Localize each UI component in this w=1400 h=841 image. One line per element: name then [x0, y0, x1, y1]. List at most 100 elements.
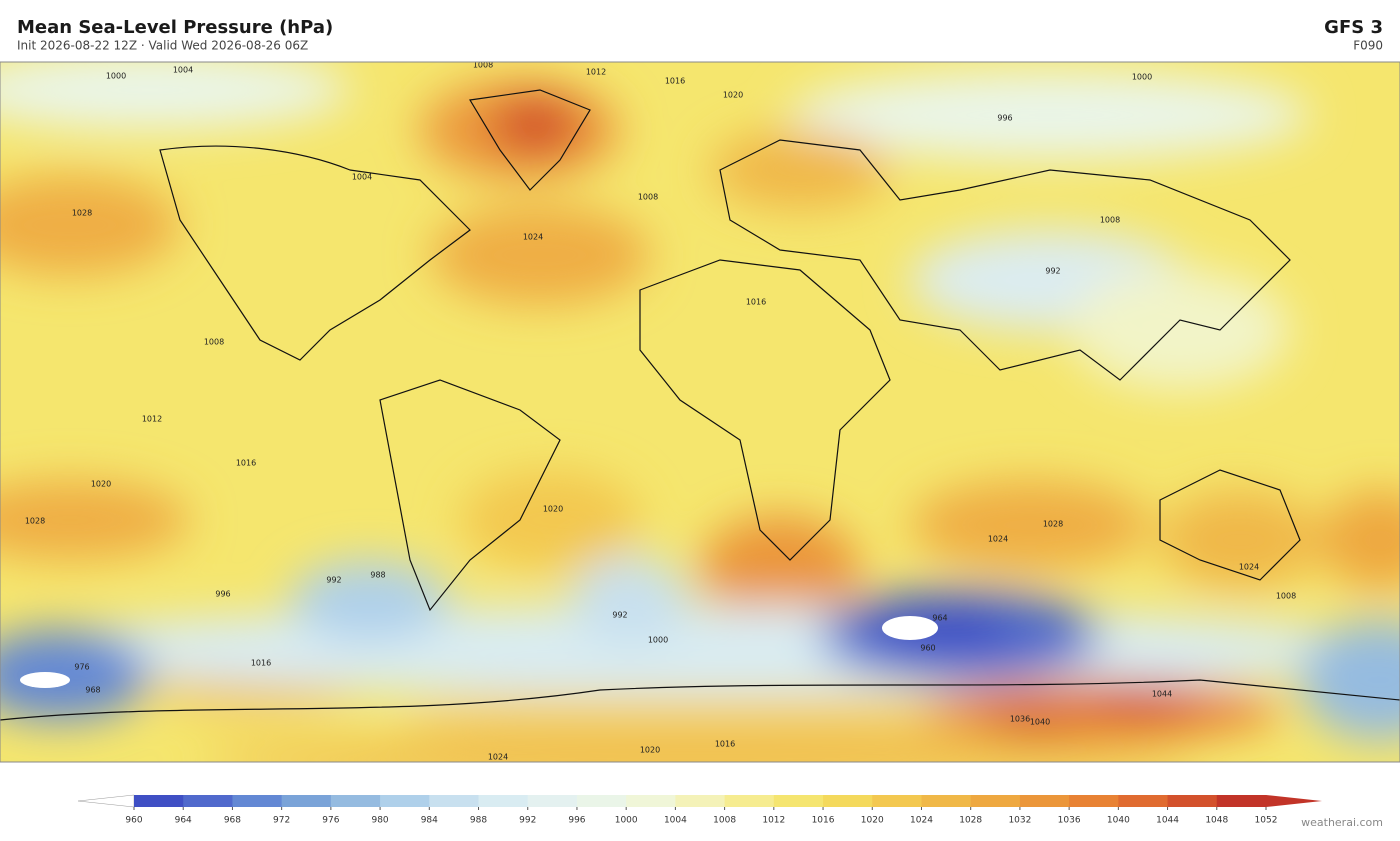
map-frame [0, 61, 1400, 763]
contour-label: 964 [932, 614, 947, 623]
colorbar-bin [1167, 795, 1218, 807]
contour-label: 976 [74, 663, 89, 672]
colorbar-tick-label: 1016 [812, 816, 835, 826]
contour-label: 1024 [488, 753, 508, 762]
colorbar-bin [281, 795, 332, 807]
colorbar-bin [970, 795, 1021, 807]
map: 1000 1004 1008 1012 1016 1020 1000 996 1028 1024 1… [0, 61, 1400, 762]
contour-label: 992 [612, 611, 627, 620]
contour-label: 1016 [665, 77, 685, 86]
colorbar-bin [232, 795, 283, 807]
colorbar-tick-label: 1000 [615, 816, 638, 826]
colorbar-bin [724, 795, 775, 807]
colorbar-extend-high [1266, 795, 1322, 807]
colorbar-tick-label: 1004 [664, 816, 687, 826]
contour-label: 1028 [25, 517, 45, 526]
contour-label: 1016 [251, 659, 271, 668]
contour-label: 1020 [640, 746, 660, 755]
colorbar-bin [380, 795, 430, 807]
colorbar-bin [330, 795, 381, 807]
colorbar-bin [1118, 795, 1169, 807]
contour-label: 1036 [1010, 715, 1030, 724]
contour-label: 1008 [204, 338, 224, 347]
contour-label: 992 [326, 576, 341, 585]
colorbar-bin [1069, 795, 1119, 807]
colorbar-bin [921, 795, 972, 807]
colorbar-tick-label: 1040 [1107, 816, 1130, 826]
coastlines [0, 89, 1400, 721]
colorbar-tick-label: 1044 [1156, 816, 1179, 826]
footer: weatherai.com [1301, 816, 1383, 829]
contour-label: 1000 [106, 72, 126, 81]
colorbar-tick-label: 968 [224, 816, 241, 826]
colorbar-tick-label: 1008 [713, 816, 736, 826]
missing-data [20, 672, 70, 688]
colorbar-tick-label: 1036 [1058, 816, 1081, 826]
colorbar-bin [183, 795, 233, 807]
contour-label: 1008 [1100, 216, 1120, 225]
contour-label: 1040 [1030, 718, 1050, 727]
model-name: GFS 3 [1324, 17, 1383, 38]
subtitle: Init 2026-08-22 12Z · Valid Wed 2026-08-… [17, 39, 308, 53]
colorbar-bin [527, 795, 578, 807]
colorbar-tick-label: 1024 [910, 816, 933, 826]
pressure-field [0, 62, 1400, 762]
contour-label: 996 [215, 590, 230, 599]
contour-label: 1020 [723, 91, 743, 100]
contour-label: 1020 [543, 505, 563, 514]
title: Mean Sea-Level Pressure (hPa) [17, 17, 333, 38]
colorbar-tick-label: 984 [421, 816, 438, 826]
colorbar-tick-label: 1028 [959, 816, 982, 826]
contour-label: 1024 [1239, 563, 1259, 572]
colorbar-tick-label: 972 [273, 816, 290, 826]
colorbar-bin [773, 795, 824, 807]
colorbar-tick-label: 964 [175, 816, 192, 826]
contour-label: 988 [370, 571, 385, 580]
contour-label: 1028 [1043, 520, 1063, 529]
contour-label: 1024 [523, 233, 543, 242]
colorbar-bin [626, 795, 676, 807]
contour-label: 1020 [91, 480, 111, 489]
contour-label: 968 [85, 686, 100, 695]
colorbar-tick-label: 1052 [1255, 816, 1278, 826]
contour-label: 1016 [236, 459, 256, 468]
contour-label: 1016 [746, 298, 766, 307]
contour-label: 960 [920, 644, 935, 653]
colorbar-tick-label: 960 [125, 816, 142, 826]
contour-label: 1012 [142, 415, 162, 424]
colorbar-tick-label: 992 [519, 816, 536, 826]
colorbar-bin [478, 795, 529, 807]
colorbar-tick-label: 1048 [1205, 816, 1228, 826]
colorbar-tick-label: 988 [470, 816, 487, 826]
missing-data [882, 616, 938, 640]
contour-label: 1008 [1276, 592, 1296, 601]
contour-label: 996 [997, 114, 1012, 123]
contour-label: 1028 [72, 209, 92, 218]
colorbar-tick-label: 1032 [1008, 816, 1031, 826]
contour-label: 1044 [1152, 690, 1172, 699]
colorbar-tick-label: 1012 [762, 816, 785, 826]
contour-label: 1008 [638, 193, 658, 202]
contour-labels: 1000 1004 1008 1012 1016 1020 1000 996 1028 1024 1… [25, 61, 1296, 762]
colorbar: 960 964 968 972 976 980 984 988 992 996 1000 1004 10… [77, 794, 1322, 826]
colorbar-bin [134, 795, 184, 807]
contour-label: 1012 [586, 68, 606, 77]
colorbar-bin [1216, 795, 1267, 807]
contour-label: 992 [1045, 267, 1060, 276]
colorbar-tick-label: 980 [371, 816, 388, 826]
colorbar-extend-low [77, 794, 135, 808]
colorbar-tick-label: 996 [568, 816, 585, 826]
colorbar-tick-label: 976 [322, 816, 339, 826]
contour-label: 1004 [352, 173, 372, 182]
colorbar-bin [1019, 795, 1070, 807]
colorbar-bin [823, 795, 873, 807]
contour-label: 1008 [473, 61, 493, 70]
colorbar-bin [429, 795, 480, 807]
colorbar-tick-label: 1020 [861, 816, 884, 826]
colorbar-bin [872, 795, 922, 807]
colorbar-bin [576, 795, 627, 807]
contour-label: 1000 [648, 636, 668, 645]
colorbar-bin [675, 795, 726, 807]
